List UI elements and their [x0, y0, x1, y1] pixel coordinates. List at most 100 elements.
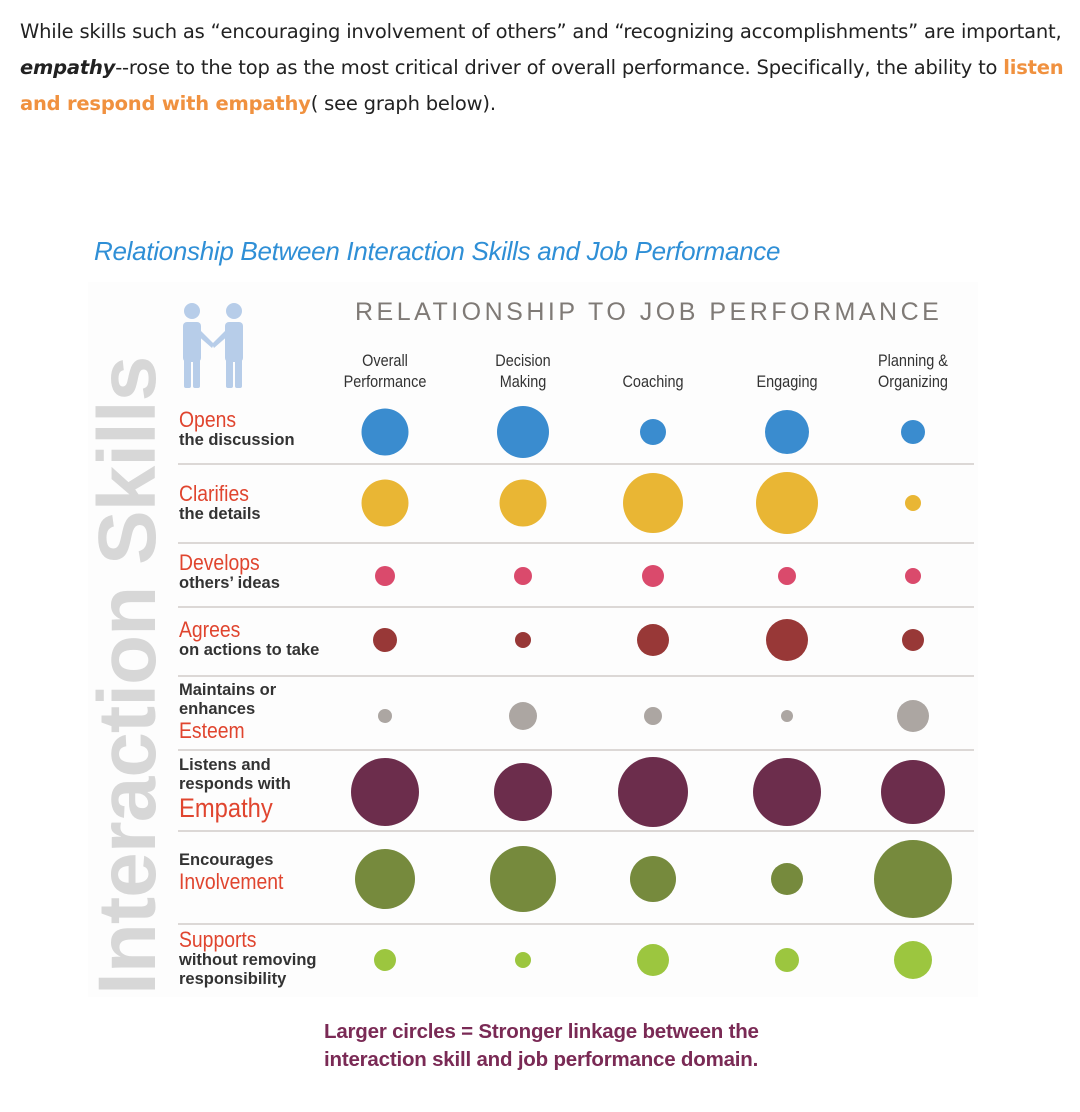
row-label: Supports without removing responsibility — [179, 928, 317, 989]
row-label-skill: Agrees — [179, 617, 241, 642]
row-label-prefix: responds with — [179, 775, 291, 793]
row-label-skill: Opens — [179, 407, 237, 432]
row-label-detail: the discussion — [179, 431, 295, 449]
bubble-marker — [642, 565, 664, 587]
row-label: Clarifies the details — [179, 482, 261, 524]
bubble-marker — [509, 702, 537, 730]
bubble-marker — [905, 495, 921, 511]
row-divider — [178, 749, 974, 751]
column-header-line: Decision — [495, 351, 551, 370]
bubble-marker — [374, 949, 396, 971]
row-label-detail: responsibility — [179, 970, 287, 988]
row-label-skill: Develops — [179, 550, 260, 575]
column-header: Overall Performance — [334, 350, 436, 392]
bubble-marker — [514, 567, 532, 585]
intro-text-2: --rose to the top as the most critical d… — [115, 56, 1004, 79]
bubble-marker — [765, 410, 809, 454]
bubble-marker — [756, 472, 818, 534]
row-label-detail: on actions to take — [179, 641, 320, 659]
intro-highlight-link[interactable]: listen and respond with empathy — [20, 56, 1064, 115]
column-header-line: Engaging — [756, 372, 818, 391]
bubble-marker — [771, 863, 803, 895]
bubble-marker — [373, 628, 397, 652]
bubble-marker — [637, 624, 669, 656]
column-header: Decision Making — [472, 350, 574, 392]
row-divider — [178, 830, 974, 832]
bubble-marker — [361, 408, 409, 456]
row-label: Develops others’ ideas — [179, 551, 280, 593]
bubble-marker — [881, 760, 945, 824]
column-header-line: Making — [499, 372, 547, 391]
row-label-detail: the details — [179, 505, 261, 523]
caption-line-1: Larger circles = Stronger linkage betwee… — [324, 1020, 759, 1043]
bubble-marker — [874, 840, 952, 918]
row-label: Opens the discussion — [179, 408, 295, 450]
bubble-marker — [351, 758, 419, 826]
row-divider — [178, 606, 974, 608]
bubble-marker — [499, 479, 547, 527]
bubble-marker — [778, 567, 796, 585]
row-label-skill: Empathy — [179, 793, 273, 823]
bubble-marker — [515, 632, 531, 648]
bubble-marker — [640, 419, 666, 445]
row-divider — [178, 542, 974, 544]
row-label-detail: others’ ideas — [179, 574, 280, 592]
bubble-marker — [897, 700, 929, 732]
bubble-marker — [515, 952, 531, 968]
y-axis-label: Interaction Skills — [82, 356, 173, 995]
row-label: Agrees on actions to take — [179, 618, 319, 660]
row-label-skill: Esteem — [179, 718, 245, 743]
column-header: Coaching — [602, 371, 704, 392]
chart-title: Relationship Between Interaction Skills … — [94, 236, 781, 266]
row-divider — [178, 923, 974, 925]
row-label-prefix: Listens and — [179, 756, 271, 774]
intro-emphasis: empathy — [20, 56, 116, 79]
row-label-skill: Involvement — [179, 869, 284, 894]
bubble-marker — [630, 856, 676, 902]
row-label-skill: Supports — [179, 927, 257, 952]
bubble-marker — [618, 757, 688, 827]
intro-paragraph: While skills such as “encouraging involv… — [20, 14, 1075, 122]
bubble-marker — [905, 568, 921, 584]
bubble-marker — [375, 566, 395, 586]
bubble-marker — [781, 710, 793, 722]
column-header-line: Organizing — [878, 372, 948, 391]
column-header-line: Planning & — [878, 351, 948, 370]
bubble-marker — [766, 619, 808, 661]
row-label-prefix: enhances — [179, 700, 256, 718]
bubble-marker — [753, 758, 821, 826]
bubble-marker — [378, 709, 392, 723]
bubble-marker — [497, 406, 549, 458]
bubble-marker — [894, 941, 932, 979]
caption-line-2: interaction skill and job performance do… — [324, 1048, 759, 1071]
bubble-marker — [361, 479, 409, 527]
column-header-line: Performance — [343, 372, 427, 391]
bubble-marker — [637, 944, 669, 976]
row-divider — [178, 675, 974, 677]
column-header: Engaging — [736, 371, 838, 392]
row-label: Listens and responds with Empathy — [179, 756, 291, 822]
bubble-marker — [902, 629, 924, 651]
row-label: Encourages Involvement — [179, 851, 298, 893]
handshake-people-icon — [183, 303, 243, 388]
chart-caption: Larger circles = Stronger linkage betwee… — [324, 1018, 759, 1074]
bubble-marker — [490, 846, 556, 912]
chart-supertitle: RELATIONSHIP TO JOB PERFORMANCE — [355, 298, 943, 326]
bubble-marker — [623, 473, 683, 533]
row-divider — [178, 463, 974, 465]
row-label-prefix: Encourages — [179, 851, 274, 869]
bubble-marker — [644, 707, 662, 725]
row-label-prefix: Maintains or — [179, 681, 277, 699]
column-header-line: Coaching — [622, 372, 684, 391]
column-header: Planning & Organizing — [862, 350, 964, 392]
bubble-marker — [355, 849, 415, 909]
bubble-marker — [775, 948, 799, 972]
row-label: Maintains or enhances Esteem — [179, 681, 276, 742]
intro-text-1: While skills such as “encouraging involv… — [20, 20, 1062, 43]
row-label-skill: Clarifies — [179, 481, 249, 506]
bubble-marker — [901, 420, 925, 444]
row-label-detail: without removing — [179, 951, 317, 969]
bubble-marker — [494, 763, 552, 821]
intro-text-3: ( see graph below). — [310, 92, 496, 115]
column-header-line: Overall — [362, 351, 408, 370]
